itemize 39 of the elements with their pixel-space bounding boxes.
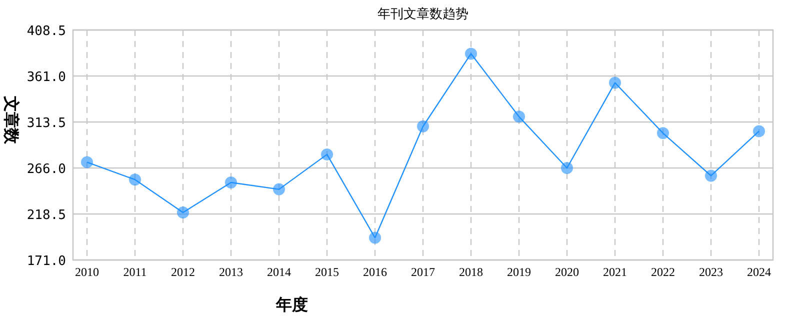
- point: [129, 174, 141, 186]
- point: [321, 148, 333, 160]
- y-tick-label: 361.0: [26, 70, 66, 85]
- y-axis-title: 文章数: [2, 95, 21, 145]
- x-tick-label: 2021: [603, 265, 627, 279]
- y-tick-label: 313.5: [26, 116, 66, 131]
- point: [369, 232, 381, 244]
- x-tick-label: 2020: [555, 265, 579, 279]
- x-tick-label: 2012: [171, 265, 195, 279]
- point: [273, 183, 285, 196]
- x-tick-label: 2019: [507, 265, 531, 279]
- point: [225, 176, 237, 189]
- chart-title: 年刊文章数趋势: [378, 7, 468, 22]
- x-tick-label: 2013: [219, 265, 243, 279]
- point: [705, 170, 717, 182]
- point: [657, 127, 669, 140]
- x-tick-label: 2015: [315, 265, 339, 279]
- point: [513, 110, 525, 123]
- x-axis-title: 年度: [275, 295, 308, 314]
- x-tick-label: 2016: [363, 265, 387, 279]
- x-tick-label: 2022: [651, 265, 675, 279]
- y-tick-label: 266.0: [26, 162, 66, 177]
- y-tick-label: 408.5: [26, 24, 66, 39]
- x-tick-label: 2023: [699, 265, 723, 279]
- point: [177, 206, 189, 219]
- y-tick-label: 171.0: [26, 254, 66, 269]
- point: [561, 162, 573, 174]
- point: [465, 48, 477, 60]
- x-tick-label: 2018: [459, 265, 483, 279]
- point: [417, 120, 429, 132]
- x-tick-label: 2011: [123, 265, 147, 279]
- x-tick-label: 2014: [267, 265, 291, 279]
- y-tick-label: 218.5: [26, 208, 66, 223]
- x-tick-label: 2017: [411, 265, 435, 279]
- point: [753, 125, 765, 138]
- point: [81, 156, 93, 168]
- x-tick-label: 2024: [747, 265, 771, 279]
- point: [609, 76, 621, 89]
- x-tick-label: 2010: [75, 265, 99, 279]
